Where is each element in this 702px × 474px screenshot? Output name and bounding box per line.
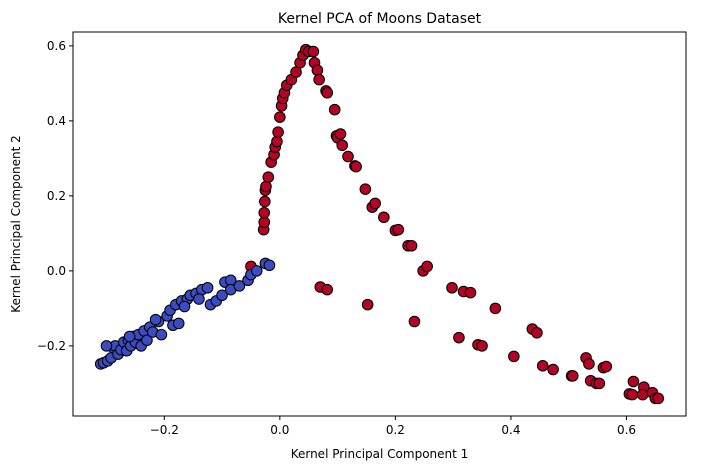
y-axis-label: Kernel Principal Component 2 xyxy=(9,135,23,313)
point xyxy=(263,259,276,272)
point xyxy=(274,111,286,123)
point xyxy=(626,388,639,401)
x-tick-label: 0.0 xyxy=(270,423,289,437)
point xyxy=(123,330,136,343)
point xyxy=(453,331,465,344)
x-axis-label: Kernel Principal Component 1 xyxy=(291,447,469,461)
point xyxy=(547,363,559,376)
point xyxy=(100,340,113,352)
point xyxy=(272,126,284,138)
point xyxy=(369,197,381,210)
point xyxy=(489,302,502,315)
point xyxy=(216,289,228,302)
point xyxy=(476,340,488,352)
point xyxy=(652,392,665,405)
y-tick-label: 0.6 xyxy=(47,39,66,53)
plot-frame xyxy=(72,31,687,417)
point xyxy=(141,334,153,347)
point xyxy=(408,315,421,328)
y-tick-label: 0.0 xyxy=(47,264,66,278)
point xyxy=(583,358,595,370)
point xyxy=(392,223,405,236)
point xyxy=(405,239,418,252)
point xyxy=(259,195,271,208)
y-tick-label: 0.4 xyxy=(47,114,66,128)
point xyxy=(250,265,263,277)
point xyxy=(359,183,372,195)
x-tick-label: 0.6 xyxy=(617,423,636,437)
point xyxy=(593,377,606,390)
point xyxy=(508,350,520,363)
point xyxy=(361,298,374,311)
point xyxy=(321,283,334,296)
x-tick-label: 0.2 xyxy=(386,423,405,437)
point xyxy=(313,73,325,86)
point xyxy=(149,313,162,326)
point xyxy=(155,328,168,341)
point xyxy=(262,171,275,183)
point xyxy=(536,359,549,372)
point xyxy=(464,286,477,299)
point xyxy=(600,360,613,373)
point xyxy=(258,206,271,219)
point xyxy=(627,375,640,388)
point xyxy=(566,370,579,382)
point xyxy=(307,45,320,58)
point xyxy=(201,281,214,294)
point xyxy=(328,103,341,116)
point xyxy=(172,317,185,330)
point xyxy=(336,139,349,152)
x-tick-label: 0.4 xyxy=(501,423,520,437)
point xyxy=(446,281,458,294)
chart-title: Kernel PCA of Moons Dataset xyxy=(278,11,482,27)
y-tick-label: −0.2 xyxy=(37,339,66,353)
point xyxy=(178,300,191,313)
point xyxy=(321,86,334,99)
point xyxy=(334,128,347,140)
point xyxy=(311,64,324,77)
x-tick-label: −0.2 xyxy=(150,423,179,437)
point xyxy=(260,180,272,193)
point xyxy=(531,326,543,339)
point xyxy=(193,293,205,305)
point xyxy=(233,280,246,292)
point xyxy=(342,150,354,163)
point xyxy=(378,211,390,224)
y-tick-label: 0.2 xyxy=(47,189,66,203)
point xyxy=(350,160,362,173)
point xyxy=(421,260,433,273)
point xyxy=(636,388,649,401)
